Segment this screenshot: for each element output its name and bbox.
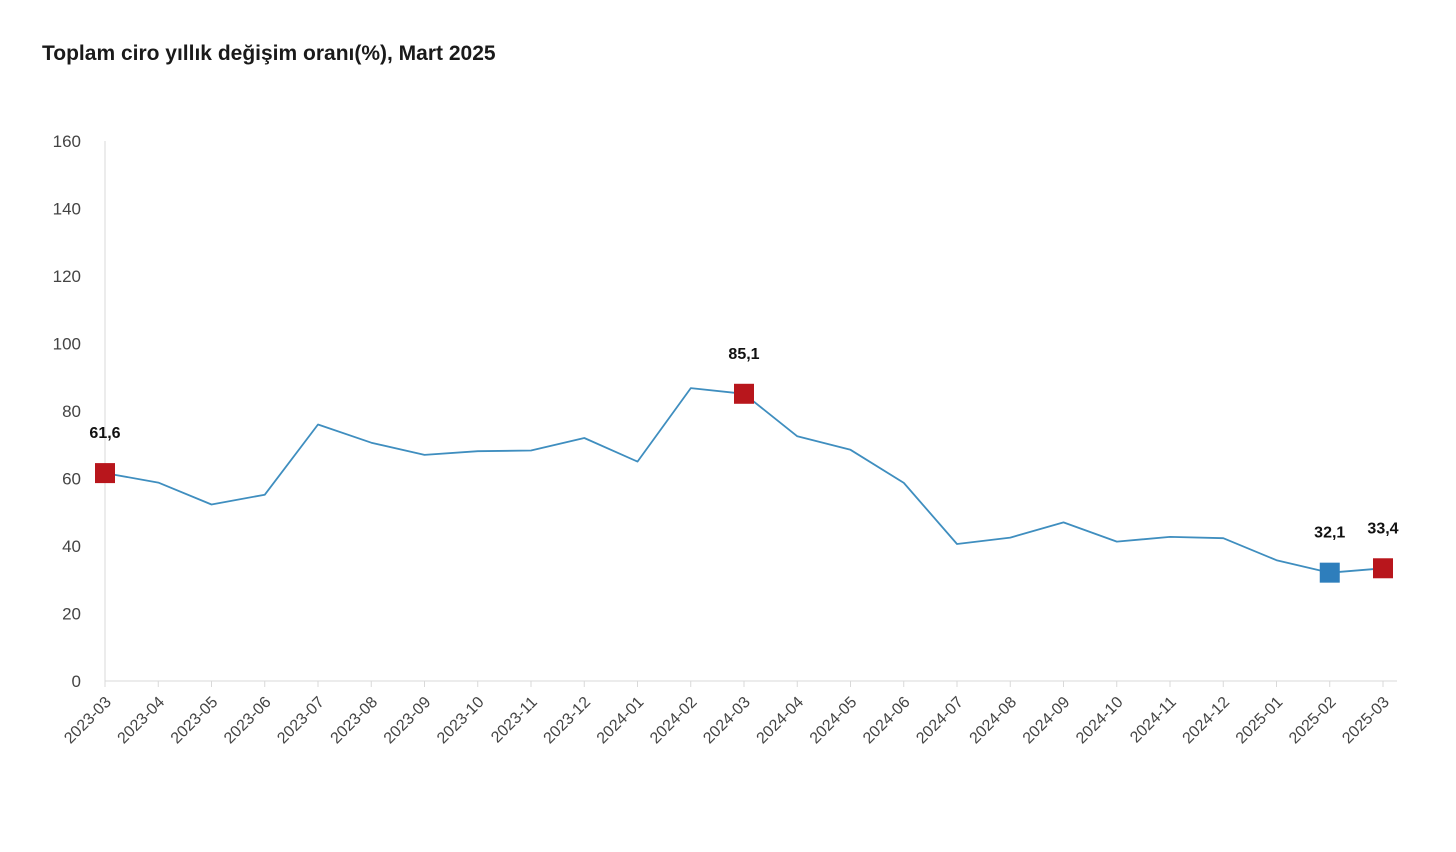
x-tick-label: 2023-10 <box>434 694 488 748</box>
x-tick-label: 2024-11 <box>1127 694 1180 747</box>
x-tick-label: 2024-09 <box>1020 694 1074 748</box>
data-point-marker <box>1319 562 1340 583</box>
x-tick-label: 2023-07 <box>274 694 328 748</box>
x-tick-label: 2025-02 <box>1286 694 1340 748</box>
x-tick-label: 2023-05 <box>168 694 222 748</box>
y-tick-label: 80 <box>62 402 81 421</box>
x-tick-label: 2023-09 <box>381 694 435 748</box>
x-tick-label: 2024-01 <box>594 694 648 748</box>
y-tick-label: 40 <box>62 537 81 556</box>
x-tick-label: 2024-10 <box>1073 694 1127 748</box>
x-tick-label: 2023-11 <box>488 694 541 747</box>
x-tick-label: 2025-01 <box>1233 694 1287 748</box>
x-tick-label: 2024-03 <box>700 694 754 748</box>
chart-title: Toplam ciro yıllık değişim oranı(%), Mar… <box>42 42 496 65</box>
series-layer <box>104 387 1384 574</box>
data-labels: 61,6 85,1 32,1 33,4 <box>89 346 1398 542</box>
x-tick-label: 2024-04 <box>754 694 808 748</box>
data-label: 32,1 <box>1314 525 1345 542</box>
y-tick-label: 140 <box>53 200 81 219</box>
data-point-marker <box>95 463 115 484</box>
x-tick-label: 2025-03 <box>1339 694 1393 748</box>
x-tick-label: 2023-06 <box>221 694 275 748</box>
x-tick-label: 2024-06 <box>860 694 914 748</box>
y-tick-label: 0 <box>72 672 81 691</box>
x-tick-label: 2023-08 <box>328 694 382 748</box>
y-tick-label: 20 <box>62 605 81 624</box>
y-tick-label: 60 <box>62 470 81 489</box>
y-tick-label: 100 <box>53 335 81 354</box>
data-label: 33,4 <box>1367 520 1398 537</box>
data-label: 85,1 <box>728 346 759 363</box>
y-axis: 0 20 40 60 80 100 120 140 160 <box>53 132 106 691</box>
y-tick-label: 120 <box>53 267 81 286</box>
x-tick-label: 2023-12 <box>541 694 595 748</box>
x-tick-label: 2023-04 <box>115 694 169 748</box>
y-tick-label: 160 <box>53 132 81 151</box>
data-label: 61,6 <box>89 425 120 442</box>
x-tick-label: 2024-08 <box>967 694 1021 748</box>
x-tick-label: 2024-07 <box>913 694 967 748</box>
x-tick-label: 2024-05 <box>807 694 861 748</box>
data-point-marker <box>1373 558 1393 579</box>
data-point-marker <box>734 383 754 404</box>
highlight-markers <box>95 383 1393 583</box>
x-axis: 2023-03 2023-04 2023-05 2023-06 2023-07 2023-… <box>61 680 1397 748</box>
series-line <box>104 387 1384 574</box>
x-tick-label: 2024-02 <box>647 694 701 748</box>
x-tick-label: 2024-12 <box>1180 694 1234 748</box>
x-tick-label: 2023-03 <box>61 694 115 748</box>
